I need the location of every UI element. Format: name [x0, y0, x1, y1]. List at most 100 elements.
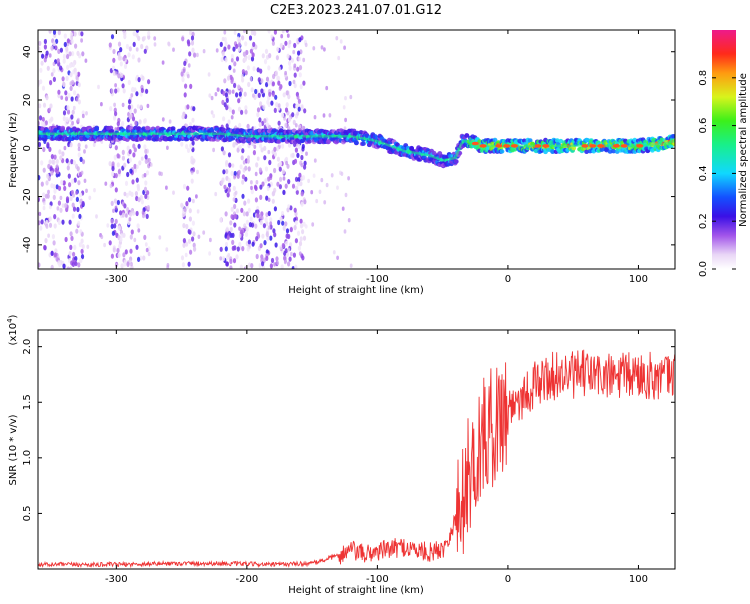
noise-speckle [283, 255, 287, 261]
noise-speckle [265, 121, 269, 127]
noise-speckle [144, 180, 148, 186]
noise-speckle [295, 103, 299, 109]
noise-speckle [88, 195, 92, 200]
noise-speckle [150, 162, 153, 167]
noise-speckle [265, 195, 269, 201]
noise-speckle [281, 30, 285, 34]
noise-speckle [285, 102, 289, 108]
noise-speckle [67, 173, 71, 179]
noise-speckle [47, 189, 50, 195]
noise-speckle [53, 154, 57, 160]
noise-speckle [63, 41, 67, 48]
noise-speckle [287, 60, 292, 66]
noise-speckle [126, 171, 130, 178]
noise-speckle [39, 79, 43, 85]
noise-speckle [75, 97, 79, 102]
noise-speckle [57, 30, 61, 36]
noise-speckle [263, 155, 267, 161]
noise-speckle [126, 261, 130, 267]
noise-speckle [294, 123, 298, 128]
noise-speckle [267, 225, 271, 230]
noise-speckle [255, 253, 259, 260]
noise-speckle [299, 218, 303, 224]
noise-speckle [287, 118, 291, 123]
noise-speckle [258, 122, 262, 128]
noise-speckle [239, 229, 243, 235]
noise-speckle [189, 30, 193, 36]
noise-speckle [144, 242, 148, 247]
noise-speckle [121, 83, 125, 89]
noise-speckle [66, 64, 70, 70]
noise-speckle [126, 207, 129, 212]
noise-speckle [114, 71, 118, 76]
noise-speckle [279, 42, 283, 49]
snr-line [38, 349, 675, 569]
y-tick-label: 40 [22, 45, 33, 58]
trace-cell [464, 133, 470, 138]
noise-speckle [261, 233, 265, 239]
noise-speckle [127, 52, 131, 58]
noise-speckle [188, 51, 192, 57]
noise-speckle [117, 169, 121, 175]
noise-speckle [272, 92, 275, 98]
noise-speckle [69, 85, 73, 91]
noise-speckle [188, 208, 192, 214]
noise-speckle [263, 240, 267, 246]
noise-speckle [284, 183, 288, 189]
noise-speckle [114, 218, 118, 224]
noise-speckle [210, 110, 214, 115]
noise-speckle [275, 102, 279, 108]
noise-speckle [58, 262, 62, 268]
noise-speckle [79, 192, 83, 198]
noise-speckle [228, 65, 232, 71]
noise-speckle [322, 113, 326, 118]
snr-panel: -300 -200 -100 0 100 0.5 1.0 1.5 2.0 Height of … [6, 314, 676, 596]
noise-speckle [123, 191, 127, 197]
noise-speckle [128, 149, 132, 155]
noise-speckle [297, 50, 301, 56]
noise-speckle [255, 180, 259, 185]
noise-speckle [303, 160, 307, 166]
noise-speckle [293, 225, 297, 231]
noise-speckle [219, 256, 223, 261]
trace-cell [431, 150, 437, 156]
noise-speckle [112, 115, 117, 121]
noise-speckle [184, 83, 188, 89]
noise-speckle [185, 241, 189, 247]
noise-speckle [296, 152, 300, 158]
noise-speckle [77, 262, 81, 268]
noise-speckle [243, 223, 247, 229]
noise-speckle [310, 190, 314, 195]
noise-speckle [71, 261, 75, 267]
noise-speckle [227, 253, 231, 258]
noise-speckle [243, 56, 247, 62]
noise-speckle [270, 34, 274, 39]
noise-speckle [254, 171, 258, 177]
noise-speckle [293, 42, 297, 49]
noise-speckle [111, 171, 115, 177]
noise-speckle [137, 35, 141, 41]
noise-speckle [81, 113, 85, 119]
noise-speckle [48, 107, 52, 112]
noise-speckle [38, 262, 41, 268]
noise-speckle [265, 221, 269, 227]
noise-speckle [47, 163, 51, 169]
noise-speckle [112, 247, 116, 253]
noise-speckle [134, 191, 138, 197]
noise-speckle [75, 190, 78, 195]
noise-speckle [225, 160, 229, 166]
noise-speckle [50, 116, 54, 122]
noise-speckle [235, 254, 239, 260]
noise-speckle [62, 116, 66, 122]
colorbar-tick-label: 0.0 [698, 261, 709, 277]
noise-speckle [117, 74, 121, 79]
noise-speckle [295, 189, 299, 195]
noise-speckle [108, 42, 112, 48]
noise-speckle [252, 66, 256, 72]
noise-speckle [222, 169, 226, 175]
noise-speckle [259, 184, 263, 190]
noise-speckle [140, 87, 144, 93]
noise-speckle [182, 223, 186, 229]
noise-speckle [237, 42, 241, 48]
noise-speckle [238, 144, 242, 150]
